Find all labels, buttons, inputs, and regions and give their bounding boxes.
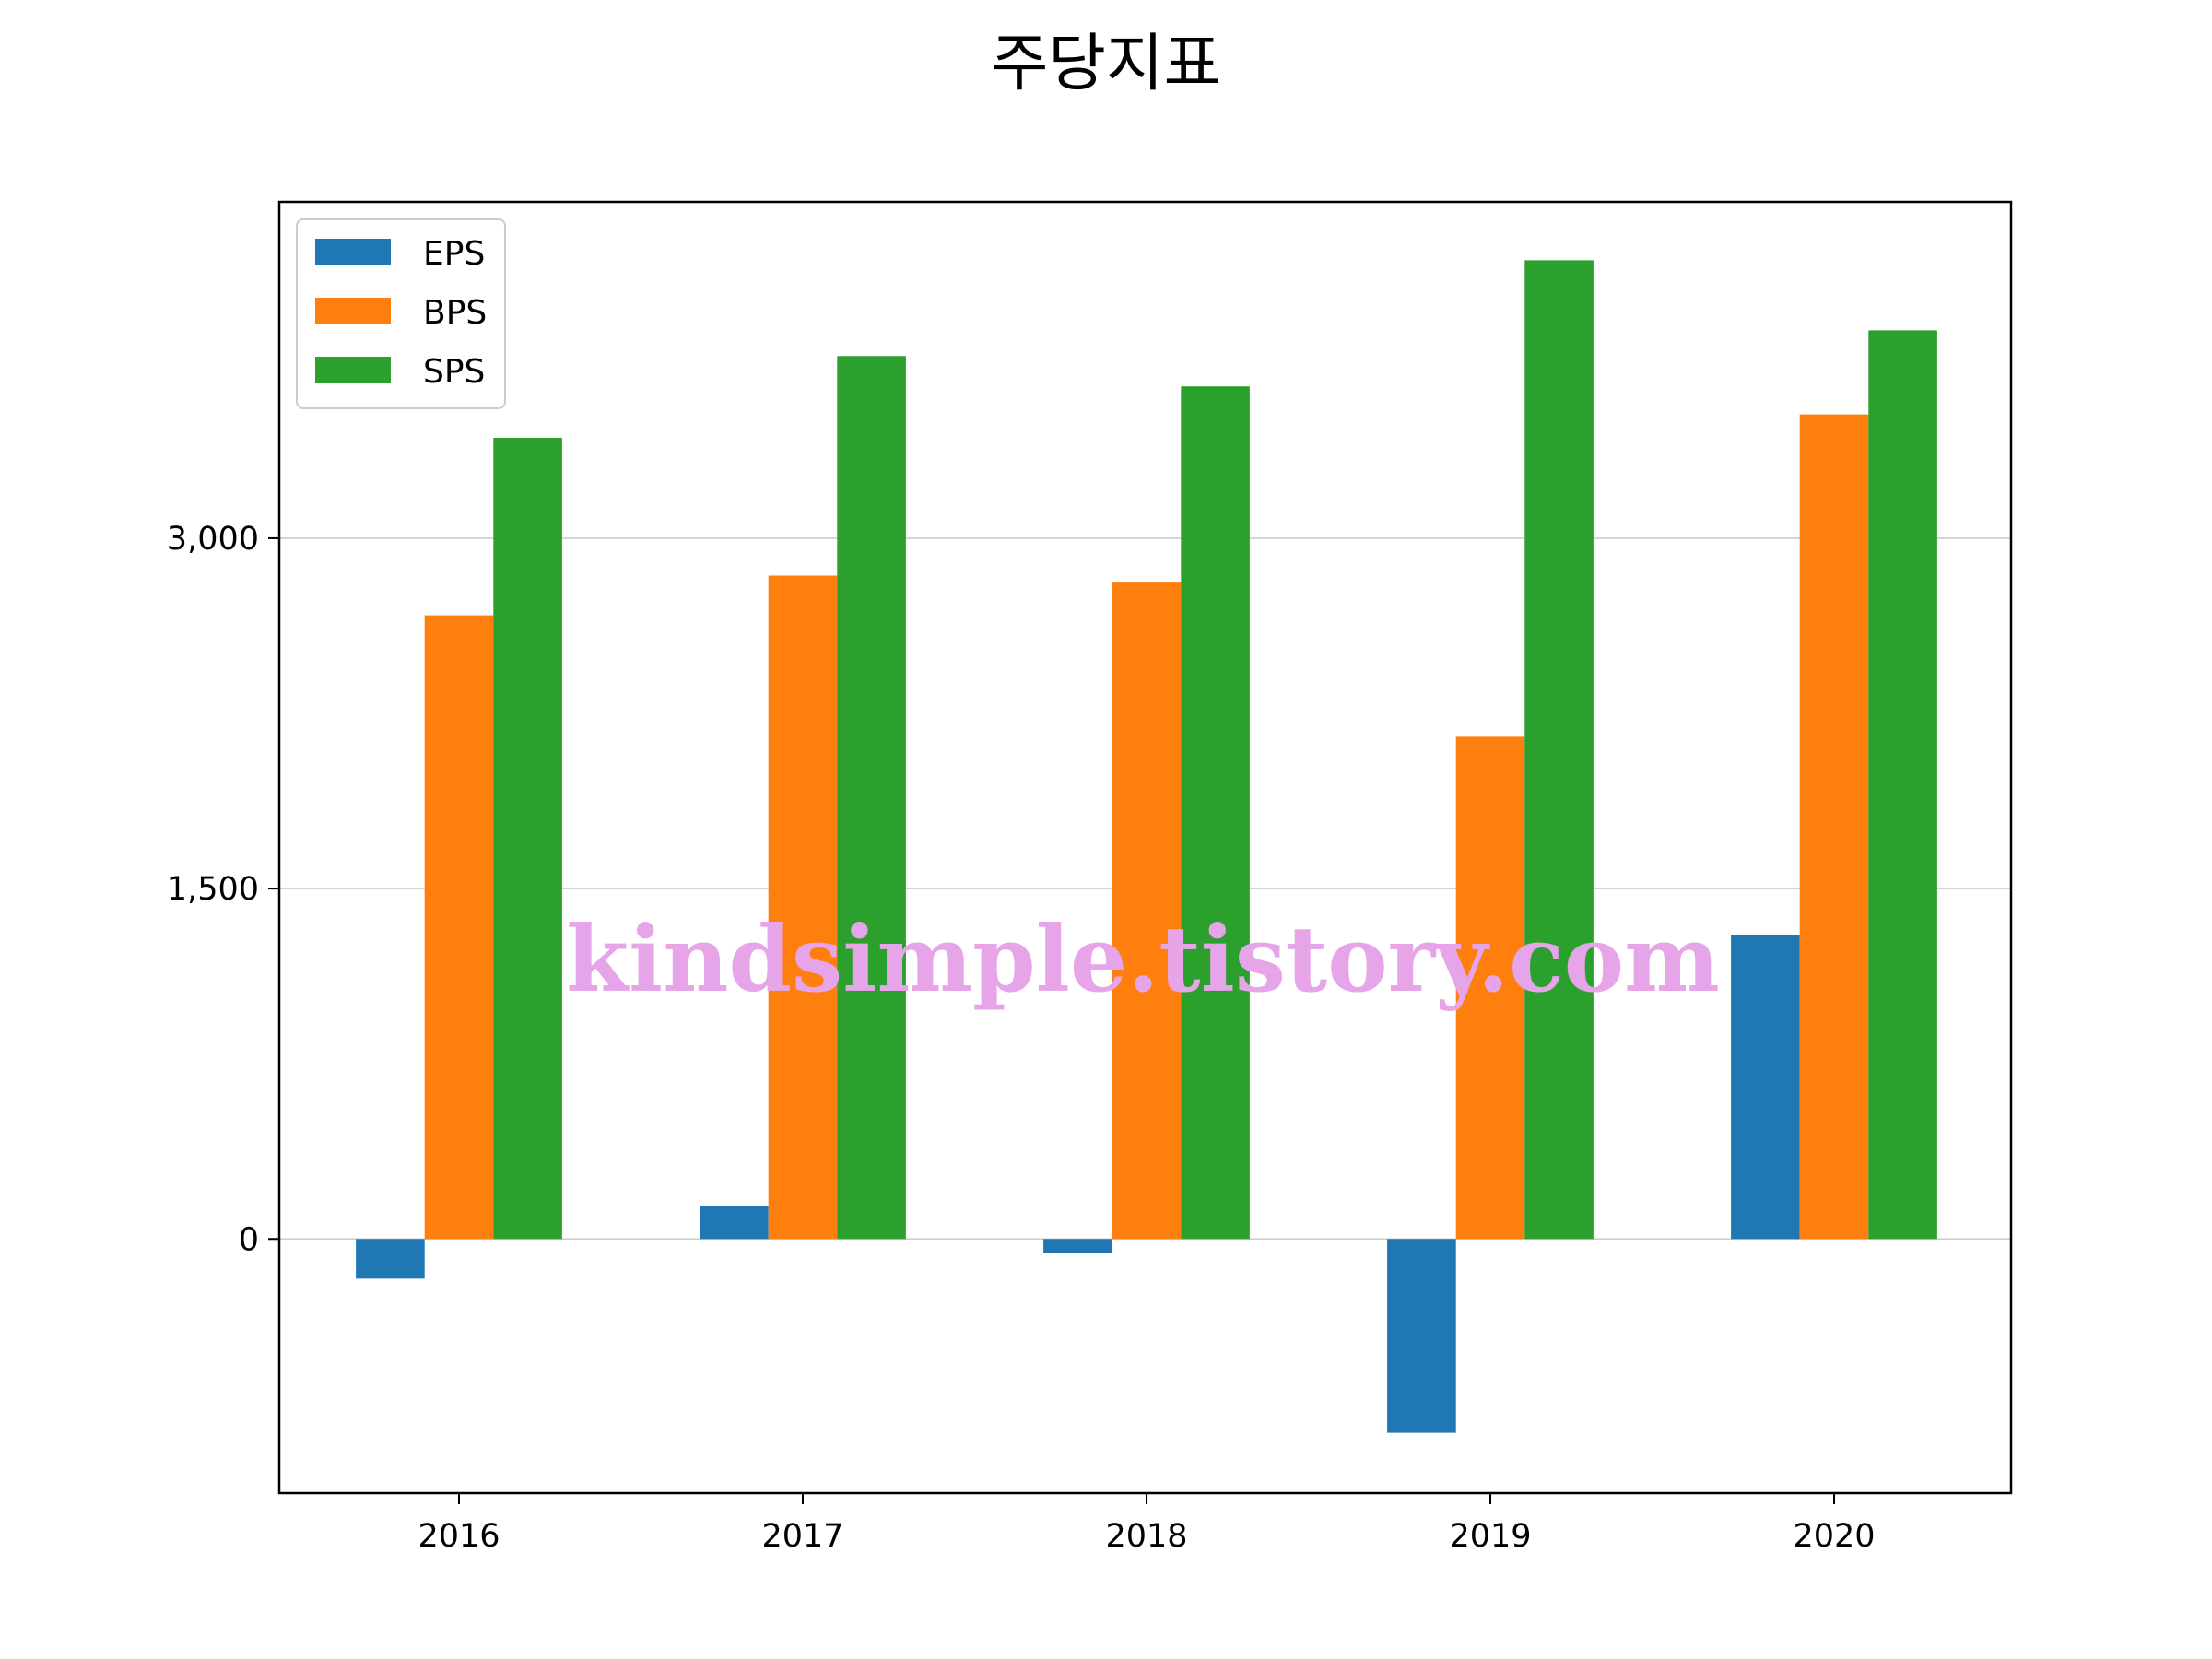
x-tick-label: 2016: [418, 1518, 500, 1555]
x-tick-label: 2018: [1105, 1518, 1187, 1555]
bar-bps-2016: [424, 615, 494, 1240]
bar-eps-2018: [1043, 1239, 1112, 1253]
bar-sps-2020: [1868, 330, 1937, 1240]
plot-frame: [277, 200, 2013, 1495]
bars: [356, 260, 1937, 1433]
x-tick-label: 2020: [1793, 1518, 1875, 1555]
bar-sps-2017: [837, 356, 906, 1240]
y-tick-label: 3,000: [167, 521, 259, 558]
legend-swatch-eps: [315, 239, 391, 265]
watermark: kindsimple.tistory.com: [566, 907, 1720, 1013]
bar-bps-2018: [1112, 582, 1182, 1240]
y-tick-label: 0: [239, 1221, 259, 1258]
bar-sps-2016: [493, 437, 562, 1240]
x-axis: 2016 2017 2018 2019 2020: [418, 1493, 1876, 1555]
bar-bps-2020: [1799, 414, 1869, 1240]
y-tick-label: 1,500: [167, 871, 259, 908]
legend-swatch-bps: [315, 298, 391, 324]
bar-eps-2016: [356, 1239, 425, 1279]
bar-eps-2020: [1731, 935, 1800, 1240]
bar-bps-2019: [1455, 736, 1525, 1240]
legend-label-bps: BPS: [423, 294, 487, 332]
x-tick-label: 2019: [1449, 1518, 1531, 1555]
legend-label-eps: EPS: [423, 235, 485, 273]
legend-label-sps: SPS: [423, 353, 485, 391]
chart-title: 주당지표: [991, 28, 1221, 100]
bar-eps-2017: [700, 1206, 769, 1240]
legend-swatch-sps: [315, 357, 391, 383]
legend: EPS BPS SPS: [296, 218, 506, 409]
bar-sps-2018: [1181, 386, 1250, 1240]
bar-bps-2017: [768, 575, 838, 1240]
y-axis: 0 1,500 3,000: [167, 521, 279, 1258]
x-tick-label: 2017: [761, 1518, 843, 1555]
bar-eps-2019: [1387, 1239, 1456, 1433]
bar-sps-2019: [1524, 260, 1594, 1240]
